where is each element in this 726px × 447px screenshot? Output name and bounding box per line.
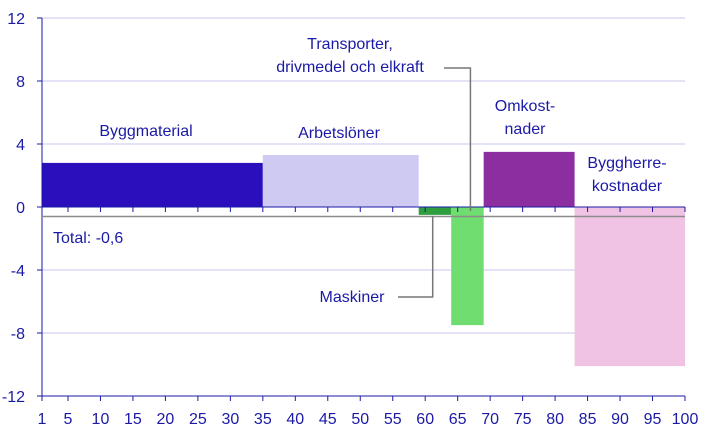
bar-segment-5 xyxy=(574,207,686,367)
bar-segment-4 xyxy=(483,151,575,207)
x-tick-label: 85 xyxy=(579,411,597,428)
x-tick-label: 70 xyxy=(481,411,499,428)
x-tick-label: 80 xyxy=(546,411,564,428)
bar-segment-3 xyxy=(451,207,484,326)
label-total: Total: -0,6 xyxy=(53,230,123,247)
x-tick-label: 5 xyxy=(64,411,73,428)
label-maskiner: Maskiner xyxy=(320,289,386,306)
x-tick-label: 100 xyxy=(672,411,699,428)
bars-group xyxy=(42,151,686,367)
label-arbetsloner: Arbetslöner xyxy=(298,125,380,142)
y-tick-label: -12 xyxy=(2,389,25,406)
x-tick-label: 95 xyxy=(644,411,662,428)
x-tick-label: 30 xyxy=(221,411,239,428)
label-omkost-line1: Omkost- xyxy=(495,98,555,115)
x-tick-label: 45 xyxy=(319,411,337,428)
label-byggmaterial: Byggmaterial xyxy=(99,123,192,140)
bar-segment-0 xyxy=(42,162,263,207)
x-tick-label: 50 xyxy=(351,411,369,428)
x-tick-label: 55 xyxy=(384,411,402,428)
x-tick-label: 75 xyxy=(514,411,532,428)
segment-labels: Byggmaterial Arbetslöner Transporter, dr… xyxy=(53,36,667,306)
axes-group xyxy=(37,17,686,401)
maskiner-leader-line xyxy=(398,215,434,298)
x-tick-label: 65 xyxy=(449,411,467,428)
x-tick-label: 40 xyxy=(286,411,304,428)
y-tick-label: 12 xyxy=(7,11,25,28)
x-tick-label: 25 xyxy=(189,411,207,428)
y-tick-label: 8 xyxy=(16,74,25,91)
label-transporter-line2: drivmedel och elkraft xyxy=(276,59,424,76)
transporter-leader-line xyxy=(444,67,472,211)
label-byggherre-line1: Byggherre- xyxy=(587,155,666,172)
x-tick-label: 10 xyxy=(92,411,110,428)
label-transporter-line1: Transporter, xyxy=(307,36,393,53)
y-tick-label: 0 xyxy=(16,200,25,217)
bar-segment-2 xyxy=(418,207,452,215)
label-omkost-line2: nader xyxy=(505,121,547,138)
x-tick-label: 90 xyxy=(611,411,629,428)
x-tick-labels: 1 5 10 15 20 25 30 35 40 45 50 55 60 65 70 75 80 85 90 95 10… xyxy=(38,411,699,428)
x-tick-label: 1 xyxy=(38,411,47,428)
y-tick-labels: 12 8 4 0 -4 -8 -12 xyxy=(2,11,25,406)
overlay-group xyxy=(42,67,685,298)
y-tick-label: -8 xyxy=(11,326,25,343)
label-byggherre-line2: kostnader xyxy=(592,178,663,195)
x-tick-label: 15 xyxy=(124,411,142,428)
x-tick-label: 35 xyxy=(254,411,272,428)
y-tick-label: -4 xyxy=(11,263,25,280)
x-tick-label: 60 xyxy=(416,411,434,428)
y-tick-label: 4 xyxy=(16,137,25,154)
x-tick-label: 20 xyxy=(157,411,175,428)
bar-segment-1 xyxy=(262,155,419,207)
